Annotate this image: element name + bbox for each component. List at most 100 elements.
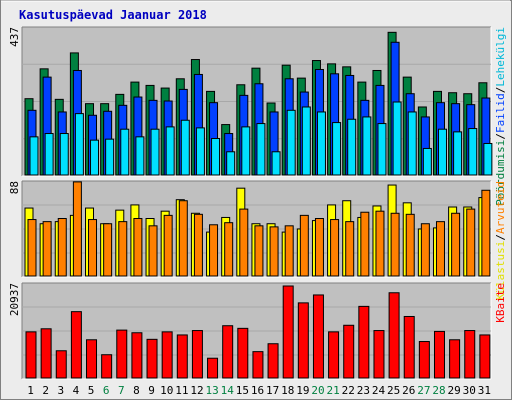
bar-kbaite-day-30: [464, 330, 476, 379]
bar-lehek-lgi-day-23: [362, 116, 372, 176]
bar-arvuteid-day-15: [239, 208, 249, 277]
legend-sep-3: /: [494, 234, 507, 241]
x-tick-label-day-27: 27: [417, 384, 430, 397]
x-tick-label-day-23: 23: [357, 384, 370, 397]
bar-lehek-lgi-day-15: [241, 126, 251, 176]
bar-kbaite-day-29: [449, 339, 461, 379]
ymax-label-hits: 437: [8, 27, 21, 47]
bar-lehek-lgi-day-29: [453, 131, 463, 176]
bar-lehek-lgi-day-11: [180, 119, 190, 176]
x-tick-label-day-18: 18: [281, 384, 294, 397]
x-axis-day-labels: 1 2 3 4 5 6 7 8 9 10 11 12 13 14 15 16 17 18 19 20 21 22 23 24 2…: [27, 384, 491, 397]
x-tick-label-day-31: 31: [478, 384, 491, 397]
bar-kbaite-day-7: [116, 329, 128, 379]
x-tick-label-day-26: 26: [402, 384, 415, 397]
x-tick-label-day-9: 9: [148, 384, 155, 397]
x-tick-label-day-28: 28: [432, 384, 445, 397]
bar-arvuteid-day-11: [178, 200, 188, 277]
x-tick-label-day-4: 4: [73, 384, 80, 397]
x-tick-label-day-15: 15: [236, 384, 249, 397]
bar-kbaite-day-14: [222, 325, 234, 379]
x-tick-label-day-8: 8: [133, 384, 140, 397]
bar-lehek-lgi-day-16: [256, 123, 266, 176]
bar-kbaite-day-25: [388, 292, 400, 379]
bar-arvuteid-day-21: [330, 219, 340, 277]
x-tick-label-day-7: 7: [118, 384, 125, 397]
x-tick-label-day-10: 10: [160, 384, 173, 397]
visits-sites-panel: [21, 180, 492, 278]
bar-arvuteid-day-31: [481, 189, 491, 277]
bar-arvuteid-day-12: [193, 213, 203, 277]
ymax-label-kbytes: 20937: [8, 283, 21, 316]
bar-kbaite-day-8: [131, 332, 143, 379]
bar-kbaite-day-13: [207, 357, 219, 379]
bar-kbaite-day-31: [479, 334, 491, 379]
bar-kbaite-day-17: [267, 343, 279, 379]
legend-files: Failid: [494, 93, 507, 133]
bar-kbaite-day-2: [40, 328, 52, 379]
x-tick-label-day-19: 19: [296, 384, 309, 397]
x-tick-label-day-16: 16: [251, 384, 264, 397]
bar-kbaite-day-10: [161, 331, 173, 379]
kbytes-panel: [21, 282, 492, 380]
bar-arvuteid-day-22: [345, 221, 355, 277]
bar-arvuteid-day-5: [88, 219, 98, 277]
bar-lehek-lgi-day-7: [120, 128, 130, 176]
bar-lehek-lgi-day-3: [59, 133, 69, 176]
bar-kbaite-day-6: [101, 354, 113, 379]
x-tick-label-day-30: 30: [463, 384, 476, 397]
bar-arvuteid-day-29: [451, 212, 461, 277]
legend-hits: Pöördumisi: [494, 140, 507, 206]
bar-arvuteid-day-13: [209, 224, 219, 277]
x-tick-label-day-3: 3: [58, 384, 65, 397]
bar-lehek-lgi-day-1: [29, 136, 39, 176]
bar-arvuteid-day-19: [299, 214, 309, 277]
bar-lehek-lgi-day-14: [226, 151, 236, 176]
bar-kbaite-day-3: [55, 350, 67, 379]
bar-lehek-lgi-day-25: [392, 101, 402, 176]
bar-arvuteid-day-2: [42, 221, 52, 277]
bar-arvuteid-day-25: [390, 212, 400, 277]
legend-sep-2: /: [494, 87, 507, 94]
bar-kbaite-day-9: [146, 338, 158, 379]
x-tick-label-day-25: 25: [387, 384, 400, 397]
x-tick-label-day-21: 21: [327, 384, 340, 397]
legend-sep-1: /: [494, 133, 507, 140]
bar-lehek-lgi-day-12: [195, 127, 205, 176]
bar-arvuteid-day-23: [360, 211, 370, 277]
bar-arvuteid-day-16: [254, 225, 264, 277]
x-tick-label-day-13: 13: [205, 384, 218, 397]
chart-title: Kasutuspäevad Jaanuar 2018: [19, 8, 207, 22]
bar-kbaite-day-27: [418, 341, 430, 379]
bar-lehek-lgi-day-22: [347, 118, 357, 176]
bar-kbaite-day-20: [312, 294, 324, 379]
bar-kbaite-day-5: [86, 339, 98, 379]
x-tick-label-day-20: 20: [311, 384, 324, 397]
bar-lehek-lgi-day-26: [407, 111, 417, 176]
bar-arvuteid-day-28: [435, 221, 445, 277]
legend-visits-sites: Külastusi/Arvuteid: [494, 181, 507, 300]
bar-lehek-lgi-day-2: [44, 133, 54, 176]
bar-arvuteid-day-24: [375, 210, 385, 277]
bar-arvuteid-day-6: [103, 223, 113, 277]
bar-lehek-lgi-day-21: [332, 122, 342, 176]
x-tick-label-day-17: 17: [266, 384, 279, 397]
x-tick-label-day-5: 5: [88, 384, 95, 397]
bar-arvuteid-day-1: [27, 219, 37, 277]
bar-arvuteid-day-8: [133, 218, 143, 277]
bar-kbaite-day-4: [70, 311, 82, 379]
x-tick-label-day-14: 14: [221, 384, 235, 397]
bar-lehek-lgi-day-9: [150, 128, 160, 176]
legend-sites: Arvuteid: [494, 181, 507, 234]
bar-lehek-lgi-day-5: [90, 139, 100, 176]
legend-kbytes-label: KBaite: [494, 283, 507, 323]
legend-hits-files-pages: Pöördumisi/Failid/Lehekülgi: [494, 27, 507, 206]
bar-kbaite-day-16: [252, 351, 264, 379]
bar-arvuteid-day-30: [466, 208, 476, 277]
bar-lehek-lgi-day-4: [74, 113, 84, 176]
bar-arvuteid-day-7: [118, 221, 128, 277]
bar-kbaite-day-21: [328, 331, 340, 379]
x-tick-label-day-24: 24: [372, 384, 386, 397]
